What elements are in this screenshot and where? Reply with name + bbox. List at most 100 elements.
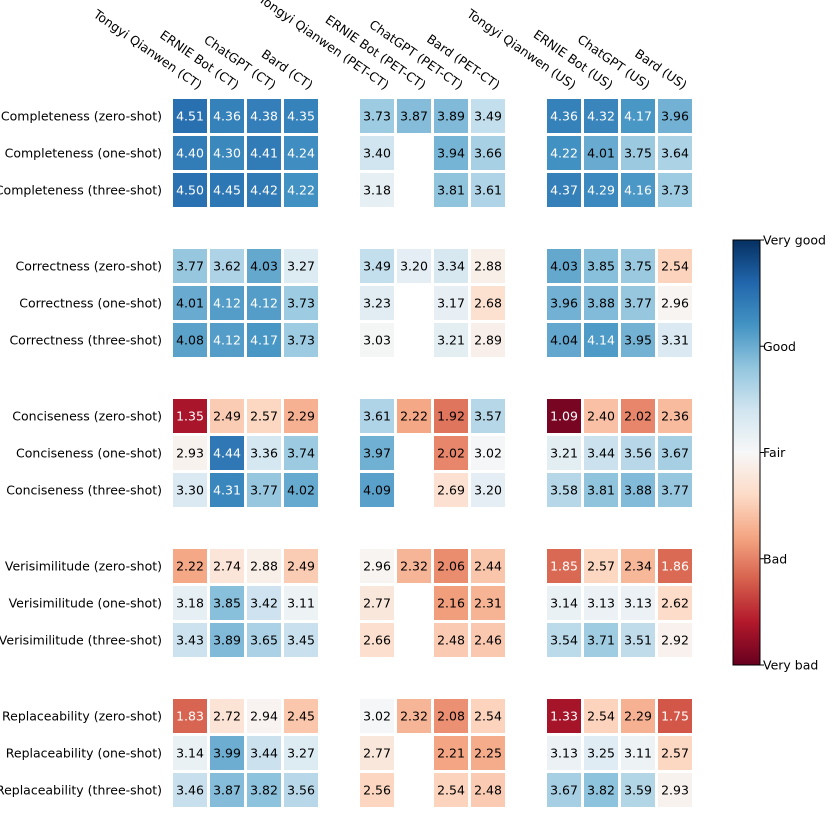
cell-value-label: 3.13	[550, 746, 578, 761]
cell-value-label: 4.14	[587, 333, 615, 348]
colorbar: Very good Good Fair Bad Very bad	[732, 233, 826, 673]
cell-value-label: 3.20	[474, 483, 502, 498]
heatmap-cell	[247, 323, 281, 357]
cell-value-label: 2.69	[437, 483, 465, 498]
heatmap-cell	[247, 136, 281, 170]
heatmap-cell	[658, 323, 692, 357]
cell-value-label: 4.08	[176, 333, 204, 348]
cell-value-label: 3.73	[287, 296, 315, 311]
cell-value-label: 4.01	[587, 146, 615, 161]
heatmap-cell	[584, 249, 618, 283]
cell-value-label: 2.48	[437, 633, 465, 648]
row-label: Verisimilitude (three-shot)	[0, 633, 162, 648]
heatmap-cell	[471, 136, 505, 170]
heatmap-cell	[584, 99, 618, 133]
cell-value-label: 3.11	[624, 746, 652, 761]
cell-value-label: 4.03	[250, 259, 278, 274]
heatmap-cell	[471, 323, 505, 357]
heatmap-cell	[434, 473, 468, 507]
cell-value-label: 4.22	[287, 183, 315, 198]
heatmap-cell	[210, 549, 244, 583]
cell-value-label: 3.30	[176, 483, 204, 498]
row-label: Replaceability (one-shot)	[6, 746, 162, 761]
heatmap-cell	[360, 586, 394, 620]
cell-value-label: 3.46	[176, 783, 204, 798]
heatmap-cell	[471, 99, 505, 133]
heatmap-cell	[471, 286, 505, 320]
cell-value-label: 3.89	[213, 633, 241, 648]
cell-value-label: 3.67	[661, 446, 689, 461]
cell-value-label: 3.27	[287, 259, 315, 274]
cell-value-label: 3.03	[363, 333, 391, 348]
heatmap-cell	[210, 99, 244, 133]
cell-value-label: 3.59	[624, 783, 652, 798]
cell-value-label: 3.34	[437, 259, 465, 274]
heatmap-cell	[247, 286, 281, 320]
cell-value-label: 2.02	[437, 446, 465, 461]
cell-value-label: 3.64	[661, 146, 689, 161]
heatmap-cell	[658, 99, 692, 133]
cell-value-label: 2.31	[474, 596, 502, 611]
heatmap-cell	[584, 699, 618, 733]
cell-value-label: 3.23	[363, 296, 391, 311]
row-label: Conciseness (one-shot)	[16, 446, 162, 461]
cell-value-label: 4.45	[213, 183, 241, 198]
cell-value-label: 2.88	[474, 259, 502, 274]
cell-value-label: 2.57	[250, 409, 278, 424]
heatmap-cell	[397, 249, 431, 283]
row-label: Verisimilitude (zero-shot)	[5, 559, 162, 574]
heatmap-cell	[284, 173, 318, 207]
heatmap-cell	[360, 99, 394, 133]
cell-value-label: 1.33	[550, 709, 578, 724]
heatmap-cell	[173, 549, 207, 583]
cell-value-label: 3.31	[661, 333, 689, 348]
heatmap-cell	[584, 173, 618, 207]
heatmap-cell	[658, 286, 692, 320]
cell-value-label: 4.16	[624, 183, 652, 198]
row-label: Conciseness (zero-shot)	[12, 409, 162, 424]
cell-value-label: 2.56	[363, 783, 391, 798]
cell-value-label: 1.83	[176, 709, 204, 724]
cell-value-label: 3.85	[587, 259, 615, 274]
cell-value-label: 1.35	[176, 409, 204, 424]
heatmap-cell	[173, 586, 207, 620]
cell-value-label: 3.13	[624, 596, 652, 611]
heatmap-cell	[621, 473, 655, 507]
cell-value-label: 2.22	[400, 409, 428, 424]
heatmap-cell	[247, 249, 281, 283]
heatmap-cell	[284, 586, 318, 620]
heatmap-cell	[584, 623, 618, 657]
heatmap-cell	[284, 623, 318, 657]
heatmap-cell	[360, 136, 394, 170]
cell-value-label: 4.37	[550, 183, 578, 198]
cell-value-label: 3.96	[550, 296, 578, 311]
cell-value-label: 2.62	[661, 596, 689, 611]
cell-value-label: 4.42	[250, 183, 278, 198]
cell-value-label: 2.57	[661, 746, 689, 761]
cell-value-label: 2.08	[437, 709, 465, 724]
row-label: Correctness (zero-shot)	[16, 259, 162, 274]
heatmap-cell	[360, 323, 394, 357]
cell-value-label: 4.31	[213, 483, 241, 498]
heatmap-cell	[210, 286, 244, 320]
heatmap-cell	[360, 173, 394, 207]
cell-value-label: 4.30	[213, 146, 241, 161]
heatmap-cell	[547, 586, 581, 620]
heatmap-cell	[173, 473, 207, 507]
heatmap-cell	[584, 473, 618, 507]
heatmap-cell	[173, 736, 207, 770]
heatmap-cell	[173, 99, 207, 133]
cell-value-label: 3.17	[437, 296, 465, 311]
cell-value-label: 2.96	[661, 296, 689, 311]
cell-value-label: 4.03	[550, 259, 578, 274]
heatmap-cell	[284, 699, 318, 733]
cell-value-label: 2.29	[624, 709, 652, 724]
row-labels: Completeness (zero-shot) Completeness (on…	[0, 109, 162, 798]
cell-value-label: 4.04	[550, 333, 578, 348]
colorbar-tick-label: Fair	[763, 445, 786, 460]
heatmap-cell	[210, 249, 244, 283]
cell-value-label: 3.44	[250, 746, 278, 761]
cell-value-label: 3.61	[363, 409, 391, 424]
cell-value-label: 2.22	[176, 559, 204, 574]
heatmap-cell	[584, 136, 618, 170]
